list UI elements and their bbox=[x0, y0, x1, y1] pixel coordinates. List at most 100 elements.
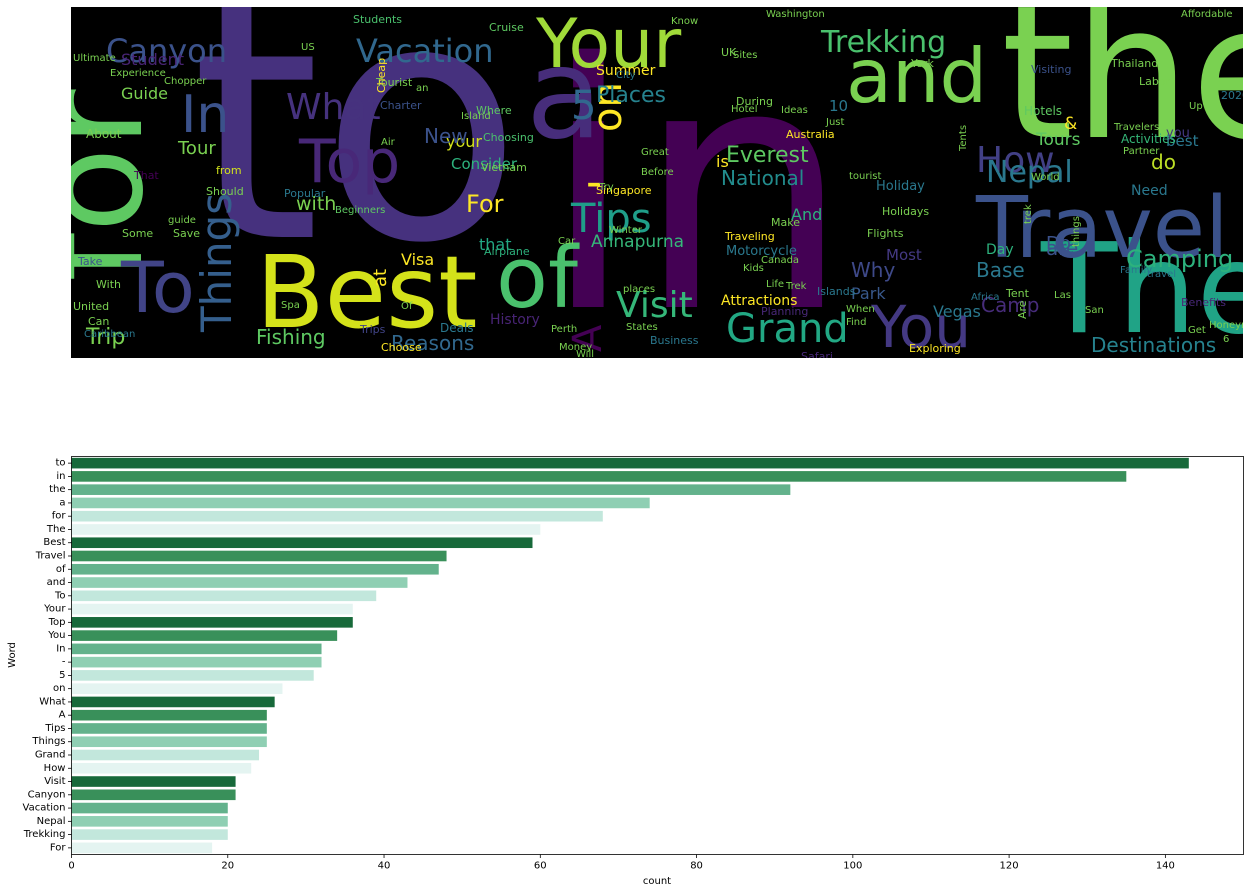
y-tick-label: A bbox=[59, 710, 66, 721]
bar-1 bbox=[71, 471, 1127, 482]
wordcloud-word: your bbox=[446, 132, 482, 151]
bar-5 bbox=[71, 524, 541, 535]
wordcloud-word: Motorcycle bbox=[726, 244, 797, 259]
wordcloud-word: A bbox=[565, 324, 611, 352]
y-tick-label: and bbox=[47, 577, 66, 588]
wordcloud-word: Get bbox=[1188, 325, 1206, 336]
wordcloud-word: Popular bbox=[284, 187, 326, 200]
wordcloud-word: Choosing bbox=[483, 131, 534, 144]
bar-18 bbox=[71, 696, 275, 708]
wordcloud-word: Places bbox=[596, 83, 666, 108]
wordcloud-word: the bbox=[1001, 7, 1243, 181]
wordcloud-word: Spa bbox=[281, 300, 300, 311]
wordcloud-word: Benefits bbox=[1181, 296, 1226, 309]
wordcloud-word: Africa bbox=[971, 292, 1000, 303]
wordcloud-word: What bbox=[286, 87, 381, 128]
wordcloud-word: Save bbox=[173, 227, 200, 240]
wordcloud-word: Family bbox=[1120, 265, 1152, 276]
wordcloud-word: Vacation bbox=[356, 32, 494, 70]
wordcloud-word: Visa bbox=[401, 250, 434, 269]
wordcloud-word: Safari bbox=[801, 350, 833, 358]
wordcloud-word: Are bbox=[1016, 300, 1029, 319]
x-tick-label: 60 bbox=[534, 861, 547, 872]
wordcloud-word: San bbox=[1085, 305, 1104, 316]
x-tick-label: 20 bbox=[221, 861, 234, 872]
y-tick-label: 5 bbox=[59, 670, 65, 681]
y-tick-label: of bbox=[56, 564, 66, 575]
wordcloud-word: Trekking bbox=[820, 25, 946, 60]
wordcloud-word: Of bbox=[401, 301, 413, 312]
wordcloud-word: Experience bbox=[110, 68, 166, 79]
wordcloud-word: Business bbox=[650, 334, 699, 347]
wordcloud-word: Some bbox=[122, 227, 153, 240]
wordcloud-word: guide bbox=[168, 215, 196, 226]
wordcloud-word: UK bbox=[721, 46, 737, 59]
wordcloud-word: Honeymoon bbox=[1209, 320, 1243, 331]
wordcloud-word: Partner bbox=[1123, 146, 1160, 157]
wordcloud-word: Can bbox=[88, 315, 109, 328]
wordcloud-word: States bbox=[626, 322, 658, 333]
wordcloud-word: Day bbox=[986, 242, 1014, 258]
wordcloud-word: best bbox=[1166, 132, 1199, 150]
y-tick-label: Top bbox=[48, 617, 66, 628]
wordcloud-word: During bbox=[736, 95, 773, 108]
y-tick-label: What bbox=[39, 696, 65, 707]
y-tick-label: To bbox=[54, 590, 66, 601]
bar-8 bbox=[71, 563, 439, 575]
wordcloud-word: Why bbox=[851, 258, 895, 282]
y-tick-label: a bbox=[59, 497, 65, 508]
bar-29 bbox=[71, 842, 213, 854]
y-tick-label: - bbox=[62, 657, 66, 668]
wordcloud-word: travel bbox=[1147, 269, 1176, 280]
wordcloud-word: Tents bbox=[958, 125, 969, 152]
wordcloud-word: Car bbox=[558, 236, 576, 247]
wordcloud-word: Vietnam bbox=[481, 161, 527, 174]
y-tick-labels: to in the a for The Best Travel of and To Your Top Yo… bbox=[23, 458, 72, 853]
wordcloud-word: Trip bbox=[85, 325, 125, 350]
wordcloud-word: To bbox=[120, 247, 195, 329]
bar-14 bbox=[71, 643, 322, 655]
bar-0 bbox=[71, 457, 1189, 469]
bar-7 bbox=[71, 550, 447, 562]
bar-9 bbox=[71, 577, 408, 588]
y-tick-label: for bbox=[52, 511, 67, 522]
wordcloud-word: Where bbox=[476, 104, 512, 117]
wordcloud-word: Australia bbox=[786, 128, 835, 141]
bar-26 bbox=[71, 802, 228, 814]
wordcloud-word: That bbox=[133, 169, 159, 182]
wordcloud-word: Hotel bbox=[731, 104, 758, 115]
y-tick-label: Trekking bbox=[23, 829, 66, 840]
wordcloud-word: 10 bbox=[829, 97, 848, 115]
bar-22 bbox=[71, 749, 260, 761]
wordcloud-word: York bbox=[910, 57, 935, 70]
wordcloud-word: Cruise bbox=[489, 21, 524, 34]
wordcloud-word: Park bbox=[851, 284, 886, 303]
bars-group bbox=[71, 457, 1189, 854]
y-tick-label: Vacation bbox=[23, 803, 66, 814]
x-tick-label: 80 bbox=[690, 861, 703, 872]
wordcloud-word: Trips bbox=[359, 323, 386, 336]
wordcloud-word: Everest bbox=[726, 143, 809, 168]
bar-23 bbox=[71, 762, 252, 774]
wordcloud-word: Holiday bbox=[876, 179, 925, 194]
y-tick-label: Canyon bbox=[28, 789, 66, 800]
bar-21 bbox=[71, 736, 267, 748]
wordcloud-word: Nepal bbox=[986, 155, 1073, 190]
wordcloud-word: Thailand bbox=[1110, 57, 1158, 70]
wordcloud-word: Cheap bbox=[375, 58, 388, 93]
plot-frame bbox=[71, 456, 1244, 855]
wordcloud-word: Tour bbox=[177, 138, 216, 159]
wordcloud-word: with bbox=[296, 193, 336, 215]
y-tick-label: In bbox=[56, 643, 65, 654]
y-axis-title: Word bbox=[7, 642, 18, 668]
x-axis-title: count bbox=[643, 876, 671, 887]
wordcloud-word: Best bbox=[256, 234, 477, 351]
wordcloud-word: Up bbox=[1189, 101, 1203, 112]
wordcloud-word: Try bbox=[598, 182, 614, 193]
wordcloud-word: for bbox=[71, 89, 175, 282]
wordcloud-word: Life bbox=[766, 279, 784, 290]
bar-13 bbox=[71, 630, 338, 641]
wordcloud-word: Destinations bbox=[1091, 333, 1216, 357]
wordcloud-word: Tours bbox=[1035, 130, 1081, 150]
wordcloud-word: things bbox=[1071, 216, 1082, 247]
